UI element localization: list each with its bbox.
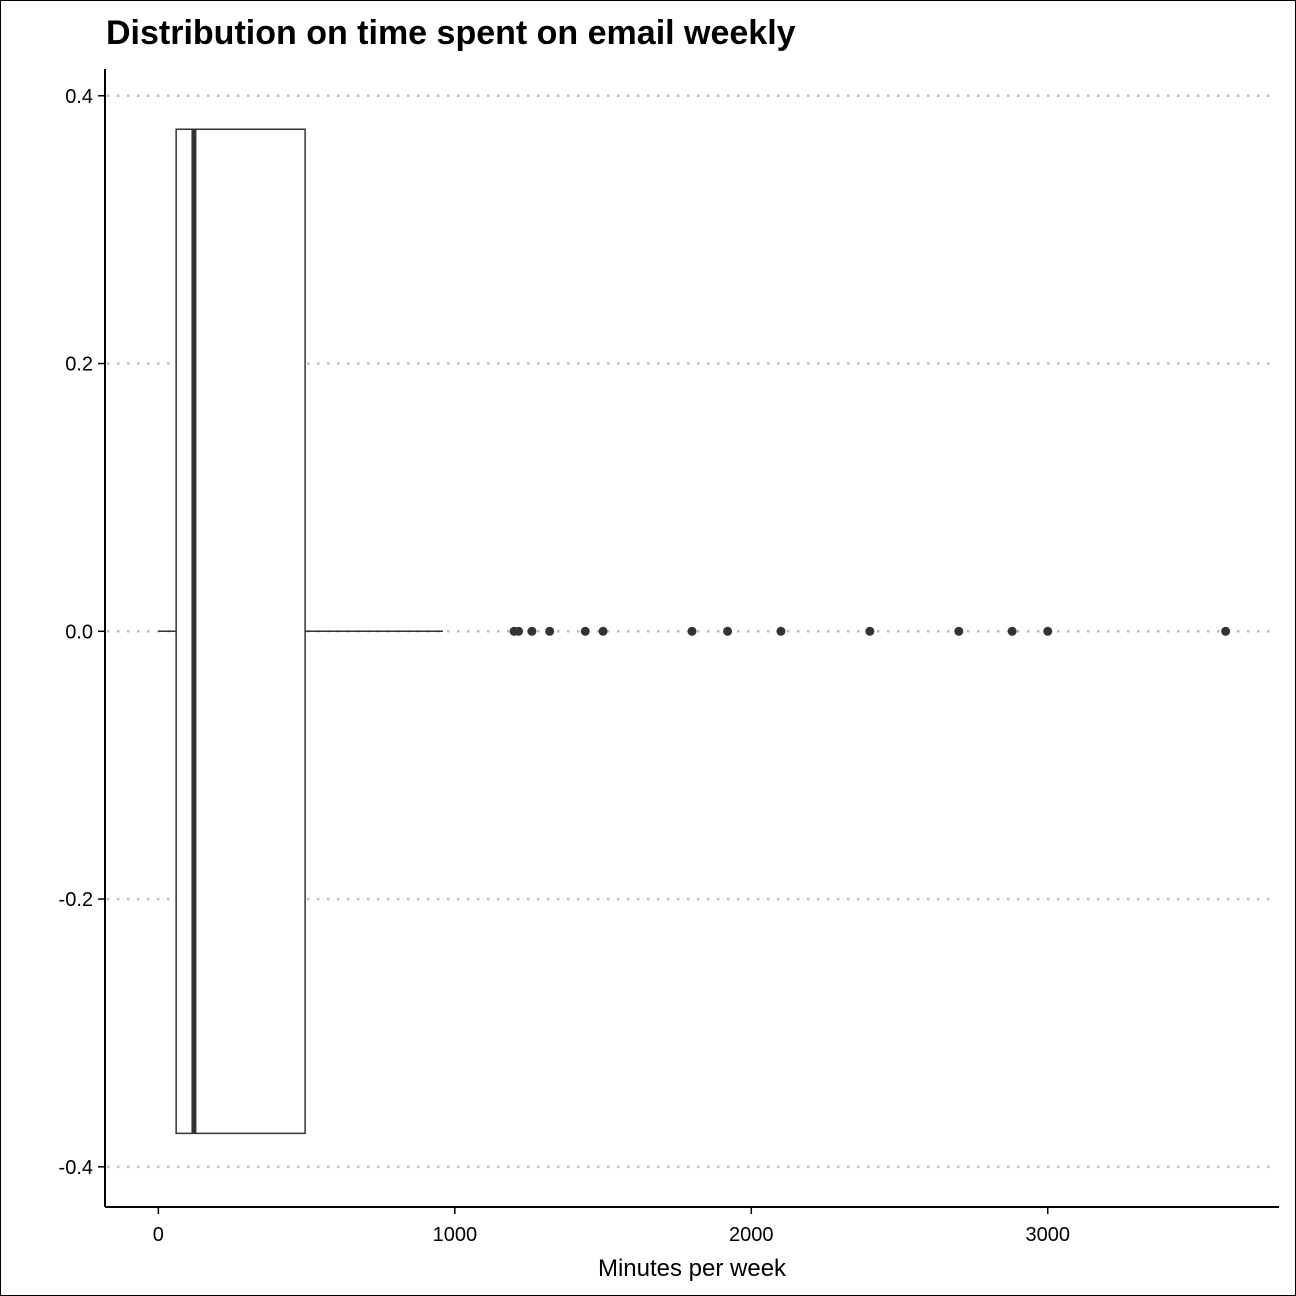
x-axis-title: Minutes per week xyxy=(598,1255,787,1282)
x-tick-label: 0 xyxy=(153,1224,164,1246)
outlier-point xyxy=(776,626,786,636)
x-tick-label: 1000 xyxy=(433,1224,478,1246)
box-layer xyxy=(158,128,443,1135)
outlier-point xyxy=(865,626,875,636)
outlier-point xyxy=(687,626,697,636)
outlier-layer xyxy=(509,626,1231,636)
outlier-point xyxy=(527,626,537,636)
outlier-point xyxy=(954,626,964,636)
axes-layer: 0.4 0.2 0.0 -0.2 -0.4 0 1000 2000 3000 xyxy=(59,69,1279,1246)
outlier-point xyxy=(580,626,590,636)
outlier-point xyxy=(598,626,608,636)
y-tick-label: 0.4 xyxy=(65,86,93,108)
x-tick-label: 3000 xyxy=(1026,1224,1071,1246)
iqr-box xyxy=(175,128,306,1135)
y-tick-label: -0.2 xyxy=(59,889,93,911)
chart-title: Distribution on time spent on email week… xyxy=(106,14,796,52)
outlier-point xyxy=(723,626,733,636)
y-tick-label: 0.0 xyxy=(65,621,93,643)
outlier-point xyxy=(514,626,524,636)
x-tick-label: 2000 xyxy=(729,1224,774,1246)
outlier-point xyxy=(1043,626,1053,636)
outlier-point xyxy=(545,626,555,636)
y-tick-label: -0.4 xyxy=(59,1157,93,1179)
outlier-point xyxy=(1007,626,1017,636)
y-tick-label: 0.2 xyxy=(65,354,93,376)
outlier-point xyxy=(1221,626,1231,636)
